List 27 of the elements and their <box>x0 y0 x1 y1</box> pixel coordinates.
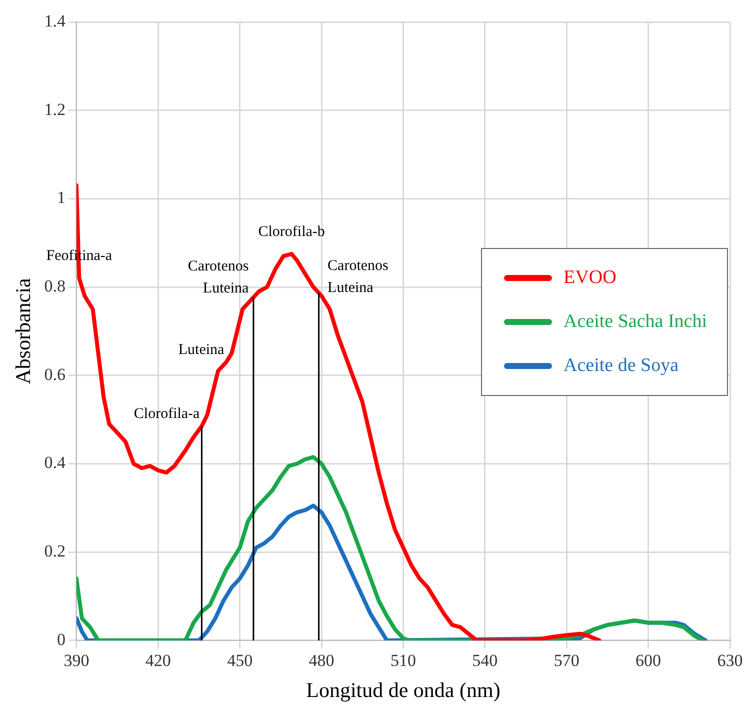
annotation: Luteina <box>178 342 225 358</box>
annotation: Carotenos Luteina <box>328 258 389 296</box>
x-tick-label: 630 <box>717 651 743 670</box>
y-tick-label: 0.2 <box>44 542 66 561</box>
annotation: Carotenos Luteina <box>188 258 250 296</box>
x-tick-label: 510 <box>390 651 416 670</box>
legend-label: Aceite de Soya <box>564 355 679 377</box>
y-axis-title: Absorbancia <box>11 277 36 384</box>
y-tick-label: 1 <box>56 188 66 208</box>
legend-label: EVOO <box>564 267 616 289</box>
y-tick-label: 1.2 <box>44 100 66 119</box>
x-tick-label: 570 <box>554 651 580 670</box>
x-tick-label: 450 <box>227 651 253 670</box>
annotation: Clorofila-b <box>258 224 325 240</box>
annotation: Clorofila-a <box>134 406 200 422</box>
x-tick-label: 420 <box>145 651 171 670</box>
y-tick-label: 0.8 <box>44 276 66 296</box>
y-tick-label: 0 <box>56 630 66 649</box>
x-axis-title: Longitud de onda (nm) <box>306 678 500 702</box>
x-tick-label: 480 <box>308 651 334 670</box>
legend-label: Aceite Sacha Inchi <box>564 311 707 333</box>
x-tick-label: 540 <box>472 651 498 670</box>
y-tick-label: 1.4 <box>44 11 66 30</box>
y-tick-label: 0.6 <box>44 364 66 384</box>
x-tick-label: 390 <box>64 651 90 670</box>
y-tick-label: 0.4 <box>44 453 66 472</box>
x-tick-label: 600 <box>636 651 662 670</box>
